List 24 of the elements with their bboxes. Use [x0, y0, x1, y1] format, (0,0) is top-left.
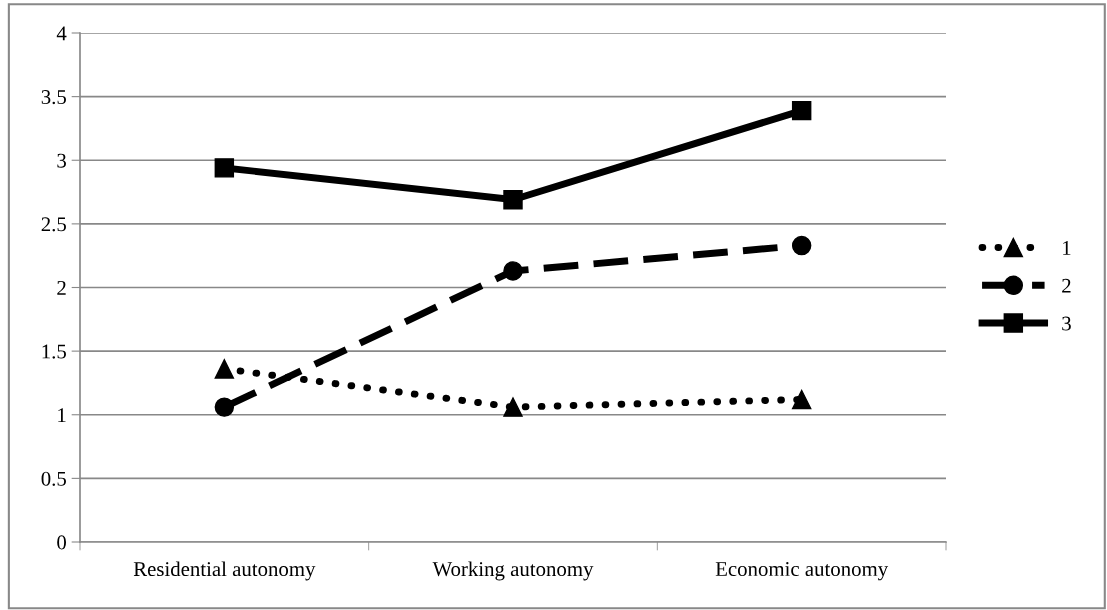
- point: [791, 389, 812, 410]
- y-tick-label: 1: [58, 408, 66, 422]
- point: [503, 261, 523, 281]
- x-tick-label: Economic autonomy: [715, 562, 889, 581]
- y-tick-label: 2.5: [41, 217, 66, 232]
- point: [214, 397, 235, 417]
- legend-label: 1: [1063, 241, 1071, 255]
- point: [791, 235, 812, 256]
- y-tick-label: 3: [57, 153, 66, 168]
- x-tick-label: Working autonomy: [432, 561, 594, 581]
- point: [214, 359, 235, 379]
- y-tick-label: 2: [57, 280, 66, 295]
- x-tick-label: Residential autonomy: [133, 561, 316, 581]
- y-tick-label: 0.5: [41, 471, 66, 486]
- y-tick-label: 3.5: [41, 90, 66, 105]
- legend-label: 2: [1062, 278, 1071, 293]
- y-tick-label: 0: [57, 535, 67, 550]
- point: [503, 397, 523, 417]
- y-tick-label: 4: [56, 26, 67, 41]
- point: [503, 189, 523, 210]
- legend-label: 3: [1062, 316, 1071, 331]
- y-tick-label: 1.5: [42, 344, 66, 359]
- point: [791, 100, 812, 121]
- point: [214, 158, 235, 178]
